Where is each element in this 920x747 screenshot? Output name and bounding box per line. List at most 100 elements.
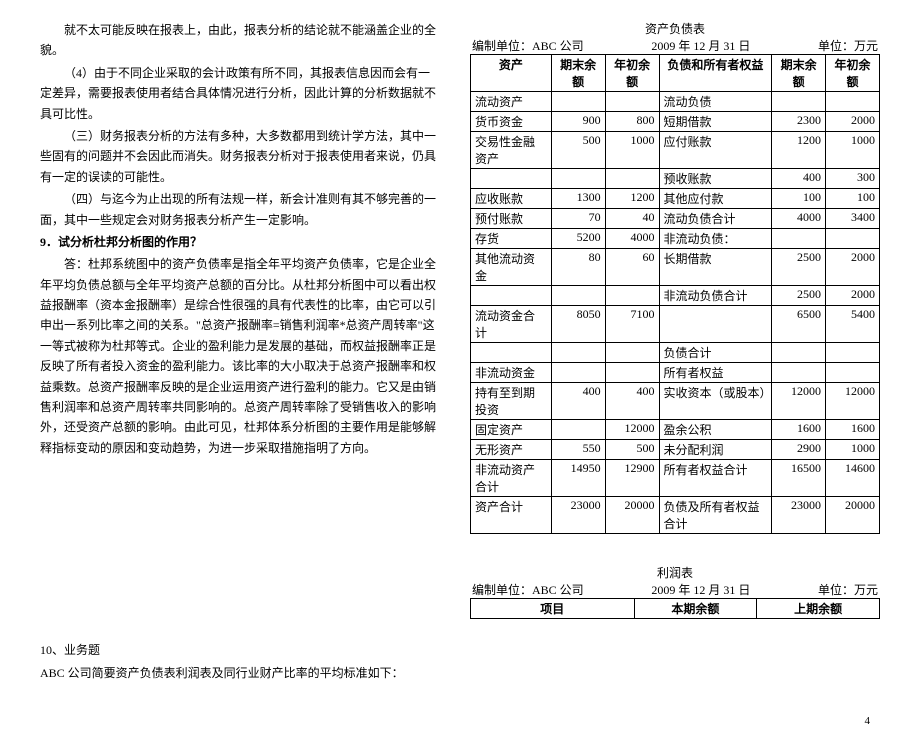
table-cell <box>471 169 552 189</box>
table-cell: 12000 <box>826 383 880 420</box>
table-cell <box>605 286 659 306</box>
table-row: 固定资产12000盈余公积16001600 <box>471 420 880 440</box>
table-cell: 2000 <box>826 112 880 132</box>
table-cell <box>826 363 880 383</box>
table-cell <box>772 363 826 383</box>
bs-date: 2009 年 12 月 31 日 <box>651 37 750 54</box>
table-cell: 70 <box>551 209 605 229</box>
table-cell: 1200 <box>605 189 659 209</box>
table-cell: 12000 <box>605 420 659 440</box>
table-cell <box>826 343 880 363</box>
th-pb2: 年初余额 <box>826 55 880 92</box>
is-unit: 单位：万元 <box>818 581 878 598</box>
table-cell <box>605 343 659 363</box>
table-cell: 应收账款 <box>471 189 552 209</box>
th-pb: 年初余额 <box>605 55 659 92</box>
table-cell: 非流动负债： <box>659 229 772 249</box>
answer-9: 答：杜邦系统图中的资产负债率是指全年平均资产负债率，它是企业全年平均负债总额与全… <box>40 254 440 458</box>
balance-sheet-table: 资产 期末余额 年初余额 负债和所有者权益 期末余额 年初余额 流动资产流动负债… <box>470 54 880 534</box>
table-cell <box>826 229 880 249</box>
table-cell: 1300 <box>551 189 605 209</box>
table-cell: 实收资本（或股本） <box>659 383 772 420</box>
table-row: 资产合计2300020000负债及所有者权益合计2300020000 <box>471 497 880 534</box>
table-cell: 流动资产 <box>471 92 552 112</box>
table-cell: 2900 <box>772 440 826 460</box>
balance-sheet-title: 资产负债表 <box>470 20 880 37</box>
income-statement-table: 项目 本期余额 上期余额 <box>470 598 880 619</box>
table-cell <box>551 169 605 189</box>
is-date: 2009 年 12 月 31 日 <box>651 581 750 598</box>
table-cell: 其他流动资金 <box>471 249 552 286</box>
table-cell: 2300 <box>772 112 826 132</box>
table-cell: 未分配利润 <box>659 440 772 460</box>
table-cell: 盈余公积 <box>659 420 772 440</box>
question-10a: 10、业务题 <box>40 640 440 660</box>
table-cell: 负债合计 <box>659 343 772 363</box>
table-cell: 20000 <box>605 497 659 534</box>
th-prev: 上期余额 <box>757 599 880 619</box>
balance-sheet-meta: 编制单位：ABC 公司 2009 年 12 月 31 日 单位：万元 <box>470 37 880 54</box>
para-section4: （四）与迄今为止出现的所有法规一样，新会计准则有其不够完善的一面，其中一些规定会… <box>40 189 440 230</box>
table-cell <box>772 229 826 249</box>
table-row: 预收账款400300 <box>471 169 880 189</box>
bs-unit: 单位：万元 <box>818 37 878 54</box>
table-cell <box>551 343 605 363</box>
table-cell: 16500 <box>772 460 826 497</box>
table-cell <box>551 420 605 440</box>
table-cell: 5200 <box>551 229 605 249</box>
table-cell: 100 <box>826 189 880 209</box>
table-cell: 20000 <box>826 497 880 534</box>
table-cell: 14950 <box>551 460 605 497</box>
table-cell: 12900 <box>605 460 659 497</box>
table-cell: 2500 <box>772 286 826 306</box>
table-cell: 2000 <box>826 249 880 286</box>
table-cell: 14600 <box>826 460 880 497</box>
table-row: 交易性金融资产5001000应付账款12001000 <box>471 132 880 169</box>
table-cell: 长期借款 <box>659 249 772 286</box>
table-cell <box>659 306 772 343</box>
table-cell: 存货 <box>471 229 552 249</box>
table-cell: 其他应付款 <box>659 189 772 209</box>
table-cell: 交易性金融资产 <box>471 132 552 169</box>
table-cell: 12000 <box>772 383 826 420</box>
table-cell: 所有者权益合计 <box>659 460 772 497</box>
left-column: 就不太可能反映在报表上，由此，报表分析的结论就不能涵盖企业的全貌。 （4）由于不… <box>40 20 440 685</box>
table-cell: 6500 <box>772 306 826 343</box>
table-row: 流动资金合计8050710065005400 <box>471 306 880 343</box>
th-assets: 资产 <box>471 55 552 92</box>
table-cell: 2500 <box>772 249 826 286</box>
table-cell: 1000 <box>605 132 659 169</box>
table-cell: 负债及所有者权益合计 <box>659 497 772 534</box>
table-cell: 4000 <box>605 229 659 249</box>
table-cell: 流动负债 <box>659 92 772 112</box>
income-statement-title: 利润表 <box>470 564 880 581</box>
table-cell: 1600 <box>772 420 826 440</box>
table-cell: 预付账款 <box>471 209 552 229</box>
table-cell: 货币资金 <box>471 112 552 132</box>
question-9: 9．试分析杜邦分析图的作用？ <box>40 232 440 252</box>
th-item: 项目 <box>471 599 635 619</box>
table-cell: 1000 <box>826 132 880 169</box>
table-cell <box>772 343 826 363</box>
table-row: 非流动资产合计1495012900所有者权益合计1650014600 <box>471 460 880 497</box>
question-10b: ABC 公司简要资产负债表利润表及同行业财产比率的平均标准如下： <box>40 663 440 683</box>
income-statement-meta: 编制单位：ABC 公司 2009 年 12 月 31 日 单位：万元 <box>470 581 880 598</box>
table-cell: 23000 <box>772 497 826 534</box>
table-row: 应收账款13001200其他应付款100100 <box>471 189 880 209</box>
table-cell: 3400 <box>826 209 880 229</box>
table-cell: 4000 <box>772 209 826 229</box>
table-cell: 5400 <box>826 306 880 343</box>
table-cell: 80 <box>551 249 605 286</box>
table-cell: 500 <box>551 132 605 169</box>
table-cell: 400 <box>551 383 605 420</box>
table-cell: 100 <box>772 189 826 209</box>
table-cell: 7100 <box>605 306 659 343</box>
table-row: 无形资产550500未分配利润29001000 <box>471 440 880 460</box>
table-cell: 流动负债合计 <box>659 209 772 229</box>
table-cell: 应付账款 <box>659 132 772 169</box>
table-cell: 短期借款 <box>659 112 772 132</box>
table-cell: 400 <box>605 383 659 420</box>
table-cell <box>605 92 659 112</box>
table-row: 预付账款7040流动负债合计40003400 <box>471 209 880 229</box>
table-cell: 非流动负债合计 <box>659 286 772 306</box>
